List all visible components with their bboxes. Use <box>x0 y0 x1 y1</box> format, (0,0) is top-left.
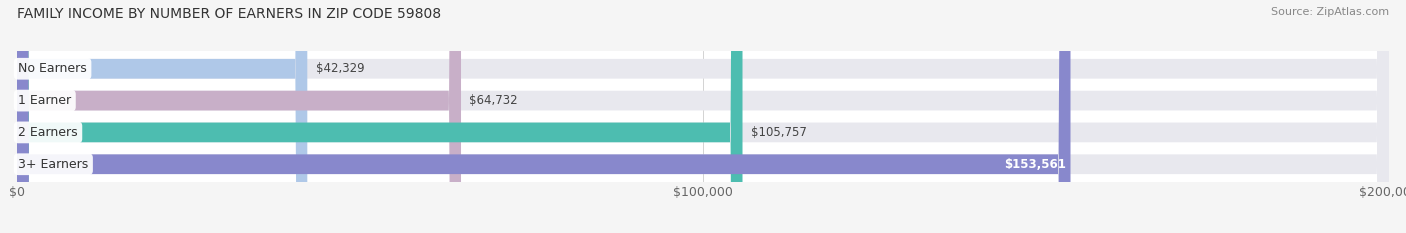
FancyBboxPatch shape <box>17 0 1389 233</box>
FancyBboxPatch shape <box>17 0 1389 233</box>
Text: FAMILY INCOME BY NUMBER OF EARNERS IN ZIP CODE 59808: FAMILY INCOME BY NUMBER OF EARNERS IN ZI… <box>17 7 441 21</box>
Text: $64,732: $64,732 <box>470 94 517 107</box>
Text: $153,561: $153,561 <box>1004 158 1066 171</box>
Text: $105,757: $105,757 <box>751 126 807 139</box>
FancyBboxPatch shape <box>17 0 308 233</box>
FancyBboxPatch shape <box>17 0 1389 233</box>
Text: Source: ZipAtlas.com: Source: ZipAtlas.com <box>1271 7 1389 17</box>
Text: $42,329: $42,329 <box>315 62 364 75</box>
Text: 1 Earner: 1 Earner <box>18 94 72 107</box>
Text: No Earners: No Earners <box>18 62 87 75</box>
Text: 2 Earners: 2 Earners <box>18 126 77 139</box>
FancyBboxPatch shape <box>17 0 742 233</box>
Text: 3+ Earners: 3+ Earners <box>18 158 89 171</box>
FancyBboxPatch shape <box>17 0 461 233</box>
FancyBboxPatch shape <box>17 0 1389 233</box>
FancyBboxPatch shape <box>17 0 1070 233</box>
